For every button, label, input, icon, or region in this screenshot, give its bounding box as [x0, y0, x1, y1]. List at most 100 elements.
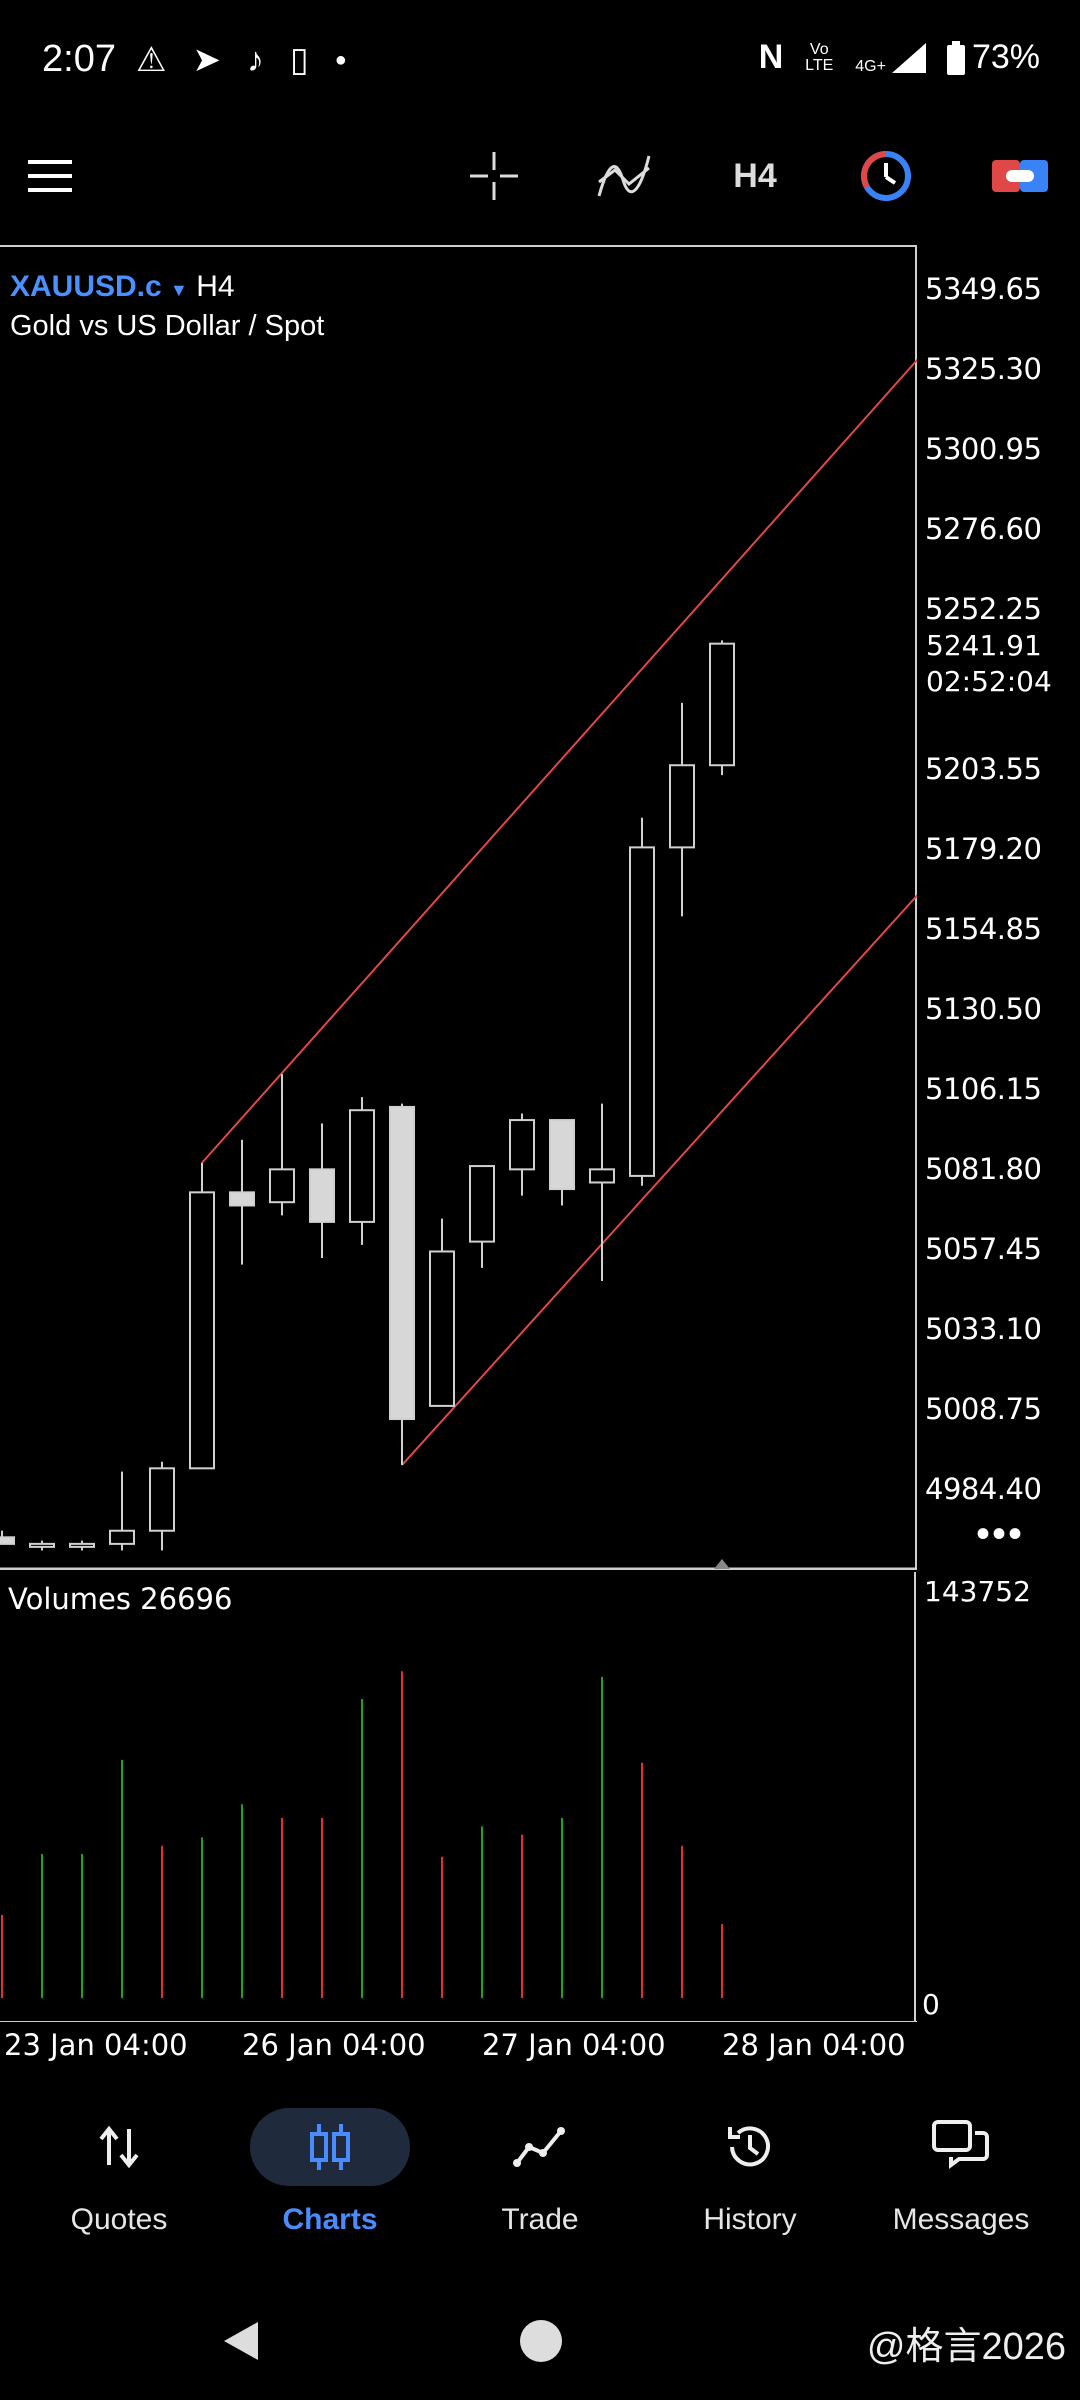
nav-messages[interactable]: Messages: [861, 2105, 1061, 2237]
dot-icon: ●: [334, 49, 347, 71]
y-tick-label: 5179.20: [925, 832, 1042, 866]
trade-icon: [513, 2127, 565, 2167]
candle: [549, 1119, 575, 1206]
volume-chart[interactable]: [0, 1572, 917, 2022]
candle: [269, 1074, 295, 1216]
candle-body: [269, 1168, 295, 1204]
candle: [589, 1103, 615, 1282]
status-bar: 2:07 ⚠ ➤ ♪ ▯ ● N Vo LTE 4G+ 73%: [0, 0, 1080, 125]
crosshair-button[interactable]: [466, 148, 522, 204]
candle-body: [349, 1109, 375, 1223]
menu-button[interactable]: [22, 148, 78, 204]
tiktok-icon: ♪: [246, 41, 264, 79]
price-chart[interactable]: [0, 245, 917, 1570]
charts-icon: [310, 2124, 350, 2170]
send-icon: ➤: [192, 41, 221, 79]
candle: [189, 1162, 215, 1470]
candle: [509, 1113, 535, 1196]
candle: [669, 702, 695, 917]
candle-body: [309, 1168, 335, 1223]
battery-icon: 73%: [946, 38, 1040, 77]
crosshair-icon: [470, 152, 518, 200]
candle: [29, 1540, 55, 1551]
phone-sync-icon: ▯: [289, 41, 309, 79]
y-tick-label: 5008.75: [925, 1392, 1042, 1426]
candle-body: [469, 1165, 495, 1243]
y-tick-label: 5349.65: [925, 272, 1042, 306]
y-tick-label: 5252.25: [925, 592, 1042, 626]
back-icon: [224, 2322, 258, 2360]
y-tick-label: 5057.45: [925, 1232, 1042, 1266]
status-system-icons: N Vo LTE 4G+ 73%: [759, 38, 1040, 77]
volume-axis-zero: 0: [922, 1988, 940, 2021]
chevron-down-icon[interactable]: ▼: [170, 280, 188, 300]
symbol-timeframe: H4: [196, 270, 235, 303]
nav-charts-label: Charts: [282, 2203, 378, 2236]
y-tick-label: 5154.85: [925, 912, 1042, 946]
candle: [349, 1097, 375, 1245]
clock-icon: [861, 151, 911, 201]
candle: [309, 1123, 335, 1259]
nav-quotes-label: Quotes: [70, 2203, 168, 2236]
candle-body: [149, 1467, 175, 1532]
current-price-tag: 5241.91 02:52:04: [926, 628, 1052, 700]
volume-axis-max: 143752: [924, 1575, 1031, 1608]
current-price: 5241.91: [926, 629, 1042, 662]
channel-line: [201, 358, 917, 1164]
home-icon: [520, 2320, 562, 2362]
nav-history[interactable]: History: [650, 2105, 850, 2237]
y-tick-label: 5081.80: [925, 1152, 1042, 1186]
nav-quotes[interactable]: Quotes: [19, 2105, 219, 2237]
chart-area[interactable]: [0, 245, 917, 1570]
candle-body: [229, 1191, 255, 1207]
nav-charts[interactable]: Charts: [230, 2105, 430, 2237]
volumes-label: Volumes 26696: [8, 1582, 233, 1616]
quotes-icon: [99, 2125, 139, 2169]
symbol-name[interactable]: XAUUSD.c: [10, 270, 162, 303]
toggle-button[interactable]: [988, 148, 1052, 204]
candle-body: [29, 1542, 55, 1548]
bar-countdown: 02:52:04: [926, 665, 1052, 698]
nav-messages-label: Messages: [892, 2203, 1030, 2236]
candle-body: [589, 1168, 615, 1184]
current-bar-marker: [714, 1559, 730, 1569]
nav-trade[interactable]: Trade: [440, 2105, 640, 2237]
status-time: 2:07: [42, 38, 116, 80]
x-tick-label: 28 Jan 04:00: [722, 2028, 906, 2062]
candle-body: [189, 1191, 215, 1470]
active-pill: [250, 2108, 410, 2186]
back-button[interactable]: [218, 2318, 264, 2369]
history-icon: [728, 2126, 770, 2167]
candle-body: [629, 846, 655, 1177]
candle: [109, 1471, 135, 1551]
clock-button[interactable]: [856, 148, 916, 204]
more-options-icon[interactable]: •••: [976, 1512, 1025, 1556]
candle: [389, 1103, 415, 1466]
y-tick-label: 4984.40: [925, 1472, 1042, 1506]
nfc-icon: N: [758, 38, 784, 76]
candle-body: [109, 1529, 135, 1545]
candle-body: [669, 764, 695, 849]
warning-icon: ⚠: [136, 41, 167, 79]
battery-percent: 73%: [971, 38, 1040, 76]
candle-body: [429, 1250, 455, 1407]
y-tick-label: 5106.15: [925, 1072, 1042, 1106]
candle: [149, 1461, 175, 1551]
candle: [69, 1540, 95, 1551]
timeframe-button[interactable]: H4: [733, 156, 777, 195]
candle-body: [509, 1119, 535, 1171]
x-tick-label: 23 Jan 04:00: [4, 2028, 188, 2062]
indicators-button[interactable]: [594, 148, 654, 204]
messages-icon: [932, 2120, 989, 2169]
candle-body: [69, 1542, 95, 1548]
chart-symbol-header[interactable]: XAUUSD.c ▼ H4: [10, 270, 235, 304]
nav-history-label: History: [703, 2203, 797, 2236]
candle: [469, 1165, 495, 1268]
y-tick-label: 5300.95: [925, 432, 1042, 466]
home-button[interactable]: [518, 2318, 564, 2369]
candle-body: [389, 1105, 415, 1421]
x-tick-label: 26 Jan 04:00: [242, 2028, 426, 2062]
symbol-description: Gold vs US Dollar / Spot: [10, 310, 325, 342]
y-tick-label: 5130.50: [925, 992, 1042, 1026]
indicators-icon: [597, 155, 651, 197]
